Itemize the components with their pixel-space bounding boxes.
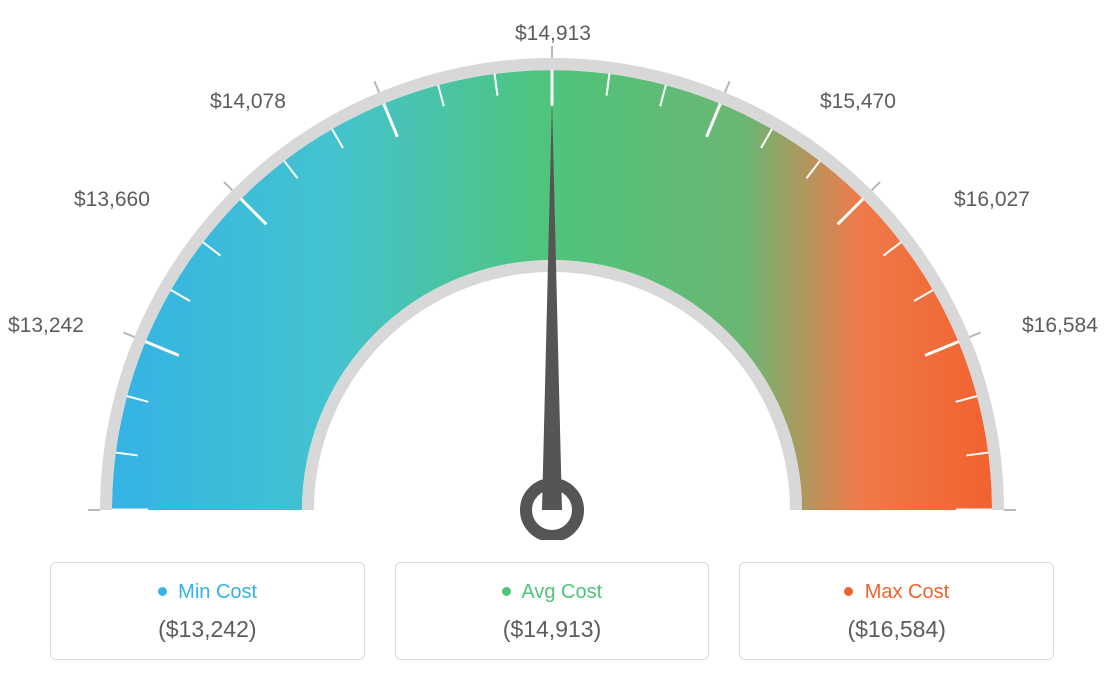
gauge-tick-label: $16,584	[1022, 314, 1098, 338]
gauge-tick-label: $15,470	[820, 90, 896, 114]
min-cost-title: Min Cost	[61, 581, 354, 604]
max-cost-label: Max Cost	[865, 581, 949, 603]
max-dot-icon	[844, 587, 853, 596]
avg-cost-card: Avg Cost ($14,913)	[395, 562, 710, 660]
summary-cards: Min Cost ($13,242) Avg Cost ($14,913) Ma…	[50, 562, 1054, 660]
max-cost-card: Max Cost ($16,584)	[739, 562, 1054, 660]
gauge-tick-label: $13,242	[8, 314, 84, 338]
avg-cost-value: ($14,913)	[406, 616, 699, 643]
max-cost-title: Max Cost	[750, 581, 1043, 604]
gauge-tick-label: $14,078	[210, 90, 286, 114]
gauge-tick-label: $14,913	[515, 22, 591, 46]
min-cost-card: Min Cost ($13,242)	[50, 562, 365, 660]
cost-gauge: $13,242 $13,660 $14,078 $14,913 $15,470 $16,0…	[0, 20, 1104, 550]
gauge-tick-label: $13,660	[74, 188, 150, 212]
avg-cost-label: Avg Cost	[521, 581, 602, 603]
max-cost-value: ($16,584)	[750, 616, 1043, 643]
avg-cost-title: Avg Cost	[406, 581, 699, 604]
min-cost-value: ($13,242)	[61, 616, 354, 643]
min-dot-icon	[158, 587, 167, 596]
gauge-tick-label: $16,027	[954, 188, 1030, 212]
avg-dot-icon	[502, 587, 511, 596]
min-cost-label: Min Cost	[178, 581, 257, 603]
